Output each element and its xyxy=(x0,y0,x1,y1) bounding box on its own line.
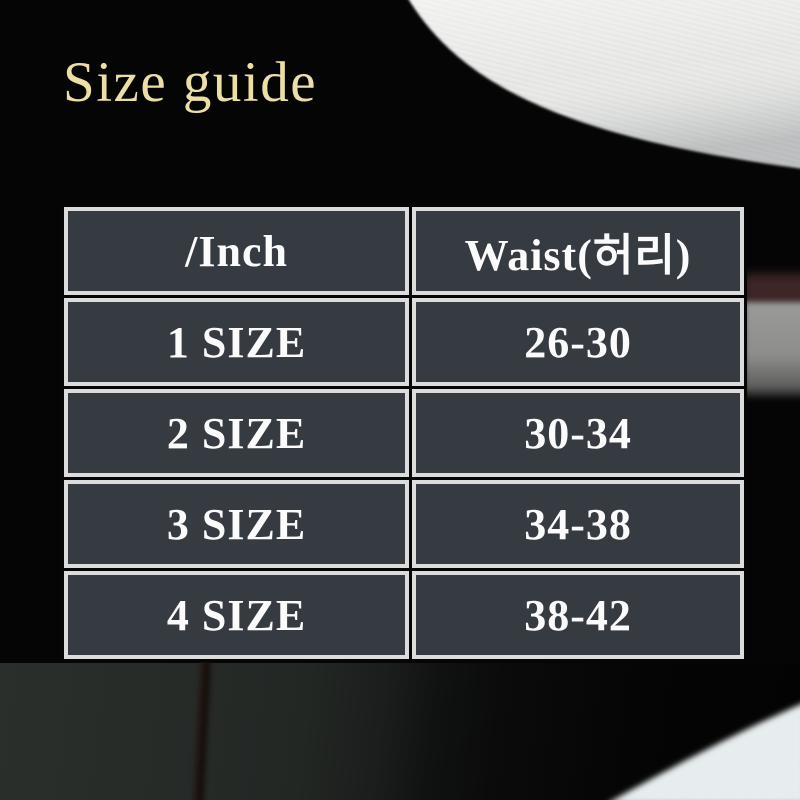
waist-range-cell: 26-30 xyxy=(412,298,744,386)
waist-range-cell: 34-38 xyxy=(412,480,744,568)
table-header-row: /Inch Waist(허리) xyxy=(64,207,744,295)
table-row: 4 SIZE 38-42 xyxy=(64,571,744,659)
size-label-cell: 4 SIZE xyxy=(64,571,410,659)
size-label-cell: 2 SIZE xyxy=(64,389,410,477)
size-label-cell: 1 SIZE xyxy=(64,298,410,386)
table-row: 2 SIZE 30-34 xyxy=(64,389,744,477)
hat-brim-photo xyxy=(409,0,800,169)
header-cell-inch: /Inch xyxy=(64,207,410,295)
side-photo-fragment-gray xyxy=(744,302,800,398)
table-row: 1 SIZE 26-30 xyxy=(64,298,744,386)
corner-fabric-photo xyxy=(613,704,800,800)
table-row: 3 SIZE 34-38 xyxy=(64,480,744,568)
page-title: Size guide xyxy=(63,51,318,114)
waist-range-cell: 38-42 xyxy=(412,571,744,659)
size-label-cell: 3 SIZE xyxy=(64,480,410,568)
header-cell-waist: Waist(허리) xyxy=(412,207,744,295)
waist-range-cell: 30-34 xyxy=(412,389,744,477)
size-table: /Inch Waist(허리) 1 SIZE 26-30 2 SIZE 30-3… xyxy=(61,204,747,662)
